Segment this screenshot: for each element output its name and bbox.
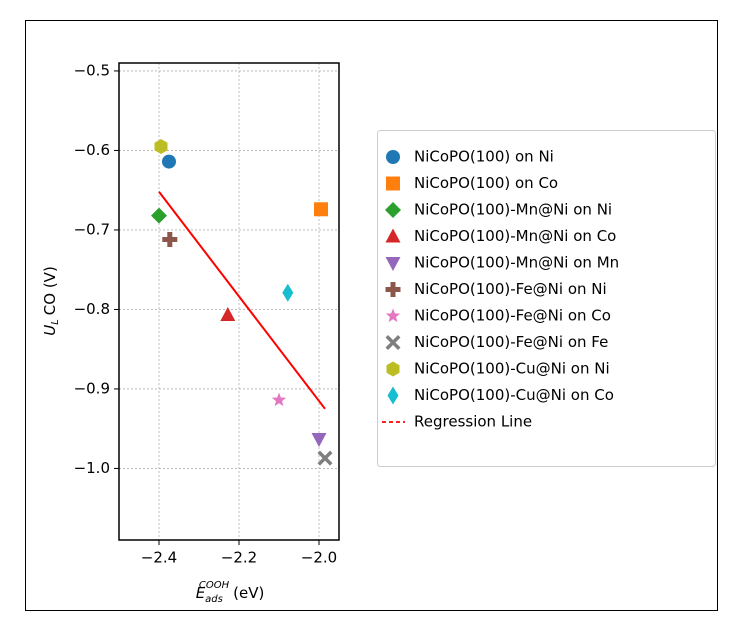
legend-label: NiCoPO(100)-Fe@Ni on Co [414,307,611,325]
legend-marker [385,257,401,271]
marker [151,207,167,224]
legend-marker [385,335,401,350]
legend-label: NiCoPO(100)-Fe@Ni on Fe [414,333,608,351]
legend-marker [385,282,401,297]
legend-label: NiCoPO(100)-Cu@Ni on Co [414,386,614,404]
y-tick-label: −0.7 [74,220,110,238]
legend-label: NiCoPO(100)-Mn@Ni on Mn [414,254,619,272]
x-tick-label: −2.4 [141,549,177,567]
x-axis-label: Eads COOH (eV) [196,580,265,605]
y-axis-label: UL CO (V) [41,266,62,336]
legend-marker [386,176,400,191]
marker [154,138,168,154]
legend-label: NiCoPO(100) on Co [414,174,558,192]
y-tick-label: −0.8 [74,300,110,318]
legend-label: NiCoPO(100) on Ni [414,148,554,166]
y-label-base: U [41,325,59,336]
y-tick-label: −0.6 [74,141,110,159]
plot [151,138,333,466]
marker [317,450,333,466]
legend-label: NiCoPO(100)-Cu@Ni on Ni [414,360,610,378]
marker [162,154,176,169]
legend-marker [386,150,400,164]
marker [314,202,328,217]
y-label-sub: L [50,319,61,325]
legend: NiCoPO(100) on Ni NiCoPO(100) on Co NiCoPO… [382,148,619,431]
x-tick-label: −2.2 [221,549,257,567]
x-label-unit: (eV) [233,584,264,602]
marker [282,283,294,302]
legend-marker [385,228,401,243]
x-label-sup: COOH [199,580,230,591]
x-label-base: E [196,584,206,602]
legend-marker [386,361,400,377]
legend-box [377,130,716,467]
marker [311,433,327,448]
marker [220,307,236,322]
marker [162,231,178,247]
legend-marker [385,202,401,218]
marker [271,392,287,407]
legend-marker [387,386,399,405]
axes-frame [118,62,340,541]
regression-line [158,191,326,410]
legend-label: NiCoPO(100)-Mn@Ni on Co [414,227,616,245]
legend-label: Regression Line [414,413,532,431]
y-tick-label: −0.5 [74,61,110,79]
legend-marker [385,308,401,323]
x-tick-label: −2.0 [301,549,337,567]
y-label-unit: CO (V) [41,266,59,315]
y-tick-label: −0.9 [74,379,110,397]
legend-label: NiCoPO(100)-Fe@Ni on Ni [414,280,607,298]
legend-label: NiCoPO(100)-Mn@Ni on Ni [414,201,612,219]
y-tick-label: −1.0 [74,459,110,477]
x-label-sub: ads [205,594,223,605]
